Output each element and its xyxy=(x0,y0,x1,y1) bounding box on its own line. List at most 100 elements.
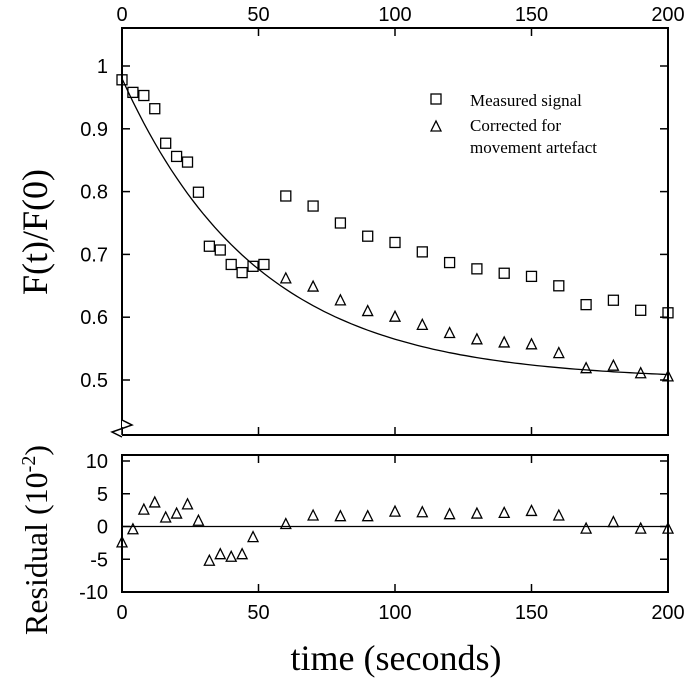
legend-label-line: Corrected for xyxy=(470,116,561,135)
measured-point xyxy=(149,103,161,115)
legend-label-measured: Measured signal xyxy=(470,91,582,110)
corrected-point xyxy=(580,361,593,374)
measured-point xyxy=(247,260,259,272)
measured-point xyxy=(443,256,456,269)
main-data-series xyxy=(116,74,675,382)
measured-point xyxy=(203,240,216,252)
corrected-point xyxy=(388,309,402,322)
y-tick-label: 0.8 xyxy=(80,182,108,204)
measured-point xyxy=(214,244,226,256)
residual-point xyxy=(214,547,227,560)
residual-point xyxy=(236,547,249,560)
residual-point xyxy=(334,509,347,522)
residual-point xyxy=(361,509,374,522)
measured-point xyxy=(525,270,538,283)
measured-point xyxy=(127,86,139,99)
measured-point xyxy=(138,89,150,102)
x-tick-label-top: 150 xyxy=(515,4,548,26)
measured-point xyxy=(334,217,347,229)
residual-point xyxy=(203,553,216,566)
residual-point xyxy=(498,505,511,519)
residual-point xyxy=(170,506,183,519)
residual-point xyxy=(137,502,150,515)
measured-point xyxy=(236,266,248,279)
residual-point xyxy=(115,535,129,548)
main-plot-frame xyxy=(121,27,669,436)
corrected-point xyxy=(470,332,483,345)
residual-point xyxy=(181,497,194,510)
residual-point xyxy=(126,522,139,535)
residual-y-tick-label: -5 xyxy=(90,549,108,571)
x-tick-label-top: 200 xyxy=(651,4,684,26)
measured-point xyxy=(181,156,194,168)
measured-point xyxy=(116,74,128,86)
measured-point xyxy=(416,246,428,258)
measured-point xyxy=(170,150,183,163)
residual-x-tick-label: 150 xyxy=(515,602,548,624)
main-axis-ticks: 0 50 100 150 200 0.5 0.6 0.7 0.8 0.9 1 xyxy=(80,4,685,435)
residual-axis-ticks: 0 50 100 150 200 -10 -5 0 5 10 xyxy=(79,451,685,624)
measured-point xyxy=(307,200,319,212)
measured-point xyxy=(553,280,565,292)
corrected-point xyxy=(607,358,620,371)
measured-point xyxy=(389,236,401,249)
residual-point xyxy=(225,549,238,562)
residual-point xyxy=(525,503,538,517)
residual-point xyxy=(634,521,647,534)
x-axis-title: time (seconds) xyxy=(291,638,502,678)
measured-point xyxy=(160,137,172,149)
y-tick-label: 0.7 xyxy=(80,244,108,266)
y-tick-label: 0.9 xyxy=(80,119,108,141)
measured-point xyxy=(498,267,510,279)
residual-point xyxy=(470,506,483,519)
corrected-point xyxy=(498,335,511,348)
corrected-point xyxy=(334,293,347,306)
residual-point xyxy=(443,507,456,520)
fit-curve-path xyxy=(121,78,669,376)
residual-point xyxy=(279,517,292,530)
residual-point xyxy=(307,508,320,521)
corrected-point xyxy=(552,346,565,359)
residual-y-tick-label: 5 xyxy=(97,484,108,506)
residual-point xyxy=(416,505,429,518)
corrected-point xyxy=(661,369,675,382)
residual-point xyxy=(388,504,402,517)
measured-point xyxy=(580,298,592,311)
legend: Measured signal Corrected for movement ar… xyxy=(429,91,597,157)
measured-point xyxy=(362,230,374,242)
corrected-point xyxy=(307,279,320,292)
residual-point xyxy=(246,530,260,543)
residual-point xyxy=(607,515,620,528)
residual-point xyxy=(580,521,593,534)
measured-point xyxy=(258,258,270,271)
residual-y-axis-title: Residual (10-2) xyxy=(18,445,54,635)
residual-data-series xyxy=(115,495,675,566)
residual-y-tick-label: 10 xyxy=(86,451,108,473)
x-tick-label-top: 50 xyxy=(247,4,269,26)
corrected-point xyxy=(443,326,456,339)
residual-y-tick-label: 0 xyxy=(97,517,108,539)
corrected-point xyxy=(279,271,292,284)
corrected-point xyxy=(416,317,429,331)
corrected-point xyxy=(525,337,538,350)
corrected-point xyxy=(361,304,374,317)
residual-y-tick-label: -10 xyxy=(79,582,108,604)
residual-point xyxy=(148,495,161,508)
legend-square-marker xyxy=(430,93,442,105)
residual-x-tick-label: 0 xyxy=(116,602,127,624)
legend-label-line: movement artefact xyxy=(470,138,597,157)
residual-x-tick-label: 50 xyxy=(247,602,269,624)
y-tick-label: 1 xyxy=(97,56,108,78)
main-fit-curve xyxy=(121,78,669,376)
measured-point xyxy=(192,186,205,198)
measured-point xyxy=(635,304,647,316)
y-tick-label: 0.5 xyxy=(80,370,108,392)
x-tick-label-top: 100 xyxy=(378,4,411,26)
measured-point xyxy=(662,307,674,319)
measured-point xyxy=(280,190,292,202)
residual-point xyxy=(661,521,675,534)
residual-x-tick-label: 200 xyxy=(651,602,684,624)
main-y-axis-title: F(t)/F(0) xyxy=(15,169,55,295)
measured-point xyxy=(471,263,483,275)
